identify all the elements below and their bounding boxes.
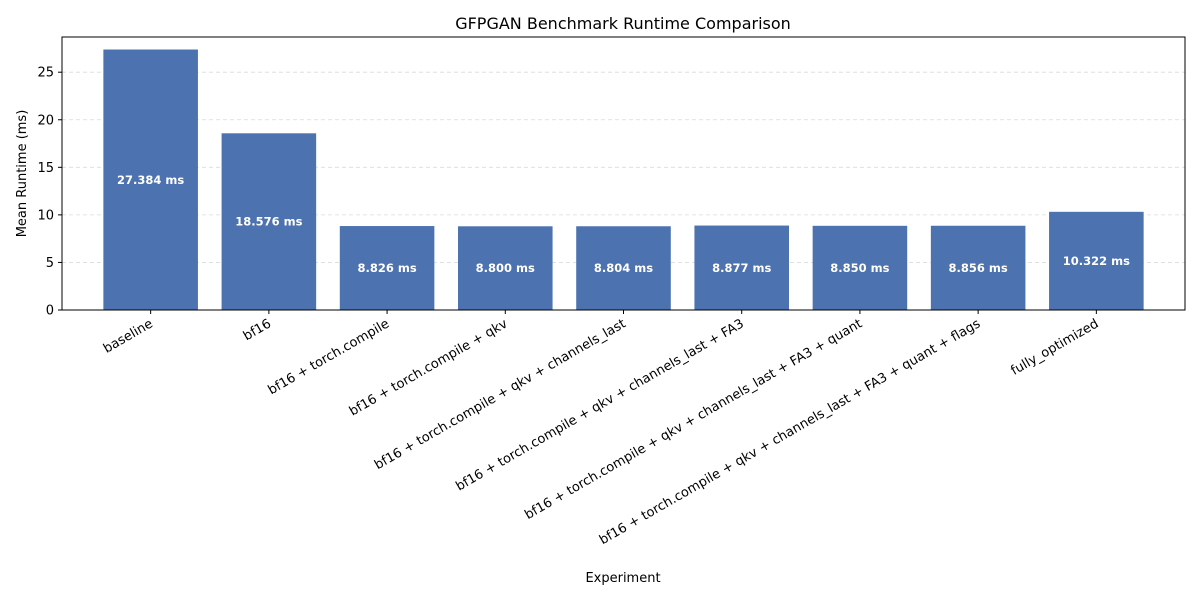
bar (339, 226, 435, 310)
y-axis-ticks: 0 5 10 15 20 25 (37, 66, 62, 319)
bar-value-label: 8.850 ms (830, 261, 889, 275)
bar-value-label: 8.856 ms (949, 261, 1008, 275)
bar (930, 225, 1026, 310)
x-tick-label: bf16 + torch.compile (266, 316, 392, 398)
y-tick-label: 5 (46, 256, 54, 271)
bar (103, 49, 198, 311)
y-tick-label: 0 (46, 304, 54, 319)
bar-value-label: 18.576 ms (235, 215, 302, 229)
bar (458, 226, 553, 310)
y-tick-label: 10 (37, 208, 54, 223)
x-tick-label: bf16 + torch.compile + qkv + channels_la… (372, 316, 628, 473)
bars (103, 49, 1144, 311)
y-tick-label: 25 (37, 66, 54, 81)
y-tick-label: 15 (37, 161, 54, 176)
chart-title: GFPGAN Benchmark Runtime Comparison (455, 14, 791, 33)
bar (694, 225, 789, 310)
y-axis-label: Mean Runtime (ms) (15, 110, 30, 238)
bar (1049, 211, 1144, 310)
y-tick-label: 20 (37, 113, 54, 128)
bar-value-label: 8.804 ms (594, 261, 653, 275)
bar-value-label: 8.826 ms (357, 261, 416, 275)
bar-value-label: 8.800 ms (476, 261, 535, 275)
bar-value-label: 27.384 ms (117, 173, 184, 187)
bar (576, 226, 671, 310)
bar (812, 225, 908, 310)
x-tick-label: fully_optimized (1009, 316, 1102, 378)
bar (221, 133, 317, 310)
bar-value-label: 8.877 ms (712, 261, 771, 275)
x-tick-label: bf16 + torch.compile + qkv + channels_la… (597, 316, 983, 548)
x-tick-label: baseline (101, 316, 156, 356)
bar-value-labels: 27.384 ms 18.576 ms 8.826 ms 8.800 ms 8.804 … (117, 173, 1130, 275)
bar-value-label: 10.322 ms (1063, 254, 1130, 268)
x-tick-label: bf16 (241, 316, 274, 344)
x-axis-label: Experiment (585, 571, 660, 586)
